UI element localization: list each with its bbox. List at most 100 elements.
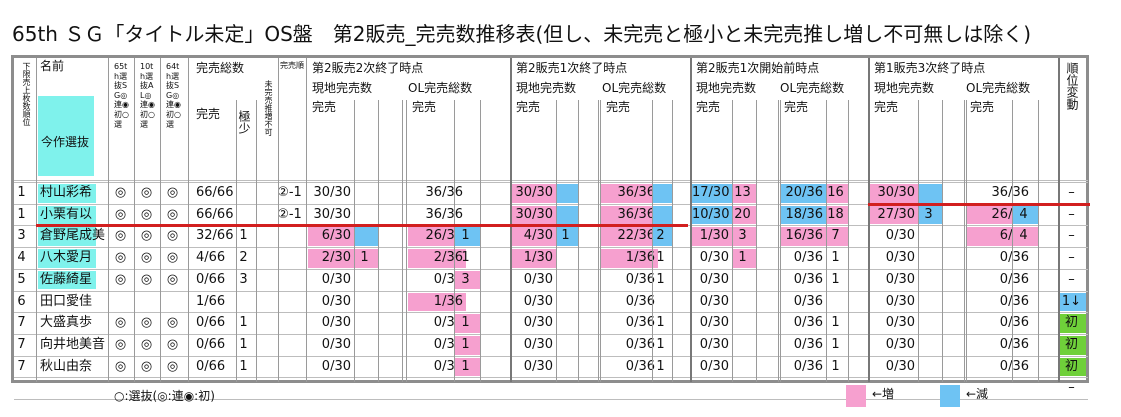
data-cell xyxy=(1038,271,1056,290)
data-cell: 0/30 xyxy=(699,336,729,352)
genchi-header-0: 現地完売数 xyxy=(312,81,373,95)
data-cell xyxy=(480,293,506,312)
data-cell: 0/30 xyxy=(321,358,351,374)
data-cell xyxy=(732,314,756,333)
data-cell xyxy=(454,293,480,312)
data-cell: 2 xyxy=(652,227,672,247)
row-goku: 2 xyxy=(239,250,248,266)
data-cell: 4/30 xyxy=(512,227,556,247)
data-cell: 0/36 xyxy=(999,315,1029,331)
data-cell xyxy=(826,379,848,398)
data-cell xyxy=(556,184,578,203)
row-total: 0/66 xyxy=(196,315,226,331)
data-cell xyxy=(378,379,402,398)
row-s65: ◎ xyxy=(114,271,127,287)
data-cell xyxy=(378,206,402,225)
data-cell xyxy=(672,271,690,290)
data-cell xyxy=(480,184,506,203)
genchi-header-1: 現地完売数 xyxy=(516,81,577,95)
data-cell xyxy=(756,336,780,355)
row-s65: ◎ xyxy=(114,358,127,374)
data-cell: 1/30 xyxy=(692,227,732,247)
data-cell: 18 xyxy=(826,205,848,225)
s64-header: 64th選抜SG◎連◉初○選 xyxy=(166,62,181,129)
row-s65 xyxy=(112,293,132,312)
row-goku: 1 xyxy=(239,336,248,352)
data-cell: 0/30 xyxy=(523,336,553,352)
data-cell xyxy=(756,249,780,268)
data-cell: 0/30 xyxy=(885,315,915,331)
data-cell xyxy=(578,314,598,333)
row-rank: 1 xyxy=(17,206,26,222)
column-divider xyxy=(732,100,733,382)
data-cell xyxy=(848,314,866,333)
row-rank: 4 xyxy=(17,250,26,266)
data-cell: 2/30 xyxy=(308,249,354,268)
data-cell xyxy=(480,314,506,333)
column-divider xyxy=(942,100,943,382)
data-cell xyxy=(1012,336,1038,355)
data-cell xyxy=(578,227,598,246)
data-cell xyxy=(732,271,756,290)
row-rank: 7 xyxy=(17,315,26,331)
data-cell xyxy=(378,227,402,246)
column-divider xyxy=(652,100,653,382)
data-cell xyxy=(512,379,556,398)
data-cell: 3 xyxy=(918,205,942,225)
row-s64: ◎ xyxy=(166,185,179,200)
data-cell: 16 xyxy=(826,184,848,203)
row-s65: ◎ xyxy=(114,336,127,352)
row-a10 xyxy=(138,293,158,312)
row-divider xyxy=(14,268,1088,270)
data-cell xyxy=(672,206,690,225)
column-divider xyxy=(780,100,781,382)
data-cell xyxy=(378,293,402,312)
data-cell xyxy=(354,314,378,333)
data-cell xyxy=(918,314,942,333)
data-cell xyxy=(556,358,578,377)
data-cell: 27/30 xyxy=(870,205,918,225)
row-jun xyxy=(276,358,306,377)
data-cell xyxy=(480,271,506,290)
data-cell: 10/30 xyxy=(692,205,732,225)
data-cell xyxy=(672,293,690,312)
data-cell: 0/30 xyxy=(523,271,553,287)
data-cell xyxy=(1038,227,1056,246)
data-cell: 1 xyxy=(656,358,665,374)
data-cell: 0/36 xyxy=(999,250,1029,266)
row-a10: ◎ xyxy=(140,336,153,352)
data-cell: 36/36 xyxy=(600,205,658,225)
column-divider xyxy=(278,58,279,382)
column-divider xyxy=(600,100,601,382)
data-cell: 1 xyxy=(831,315,840,331)
section-divider xyxy=(690,58,692,382)
kanbai-sub-ol-1: 完売 xyxy=(606,100,631,114)
column-divider xyxy=(1012,100,1013,382)
row-total: 66/66 xyxy=(196,185,234,200)
kanbai-sub-ol-2: 完売 xyxy=(784,100,809,114)
row-s65: ◎ xyxy=(114,185,127,200)
data-cell: 0/36 xyxy=(999,358,1029,374)
data-cell xyxy=(918,249,942,268)
data-cell xyxy=(578,358,598,377)
column-divider xyxy=(402,100,403,382)
row-goku: 1 xyxy=(239,358,248,374)
data-cell: 36/36 xyxy=(600,184,658,203)
data-cell: 1 xyxy=(454,227,480,247)
row-divider xyxy=(14,247,1088,249)
data-cell: 1/36 xyxy=(600,249,658,268)
data-cell xyxy=(672,314,690,333)
row-total: 0/66 xyxy=(196,271,226,287)
row-rank-change: 初 xyxy=(1060,335,1086,355)
data-cell xyxy=(692,379,732,398)
prev-select-label: 今作選抜 xyxy=(38,96,94,176)
data-cell: 0/30 xyxy=(321,336,351,352)
column-divider xyxy=(108,58,109,382)
row-s64: ◎ xyxy=(166,206,179,222)
data-cell xyxy=(354,271,378,290)
data-cell: 0/36 xyxy=(625,315,655,331)
column-divider xyxy=(354,100,355,382)
data-cell: 17/30 xyxy=(692,184,732,203)
row-s64: ◎ xyxy=(166,358,179,374)
table-frame xyxy=(11,55,1089,383)
